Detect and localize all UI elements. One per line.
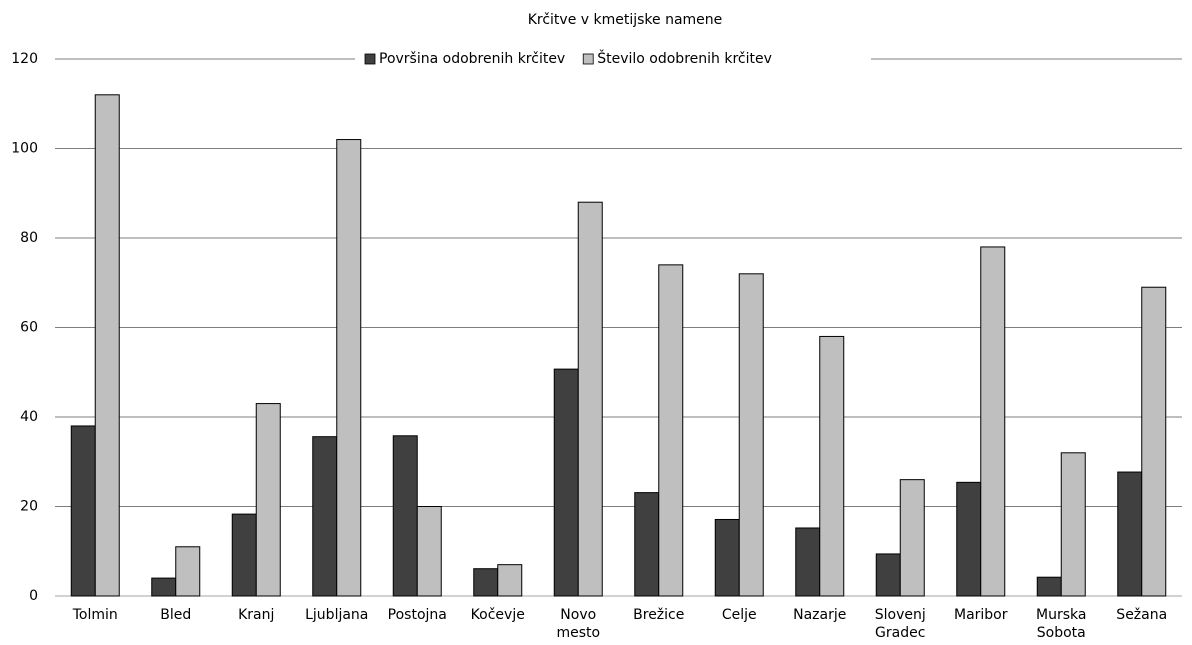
x-tick-label: Postojna <box>387 607 447 623</box>
x-tick-label: Brežice <box>633 607 685 623</box>
y-tick-label: 60 <box>20 320 38 336</box>
bar <box>658 264 684 597</box>
x-tick-label: Sežana <box>1116 607 1168 623</box>
x-tick-label: Murska Sobota <box>1036 607 1087 641</box>
bar <box>795 527 821 597</box>
bar <box>416 506 442 597</box>
y-tick-label: 0 <box>29 588 38 604</box>
bar <box>634 492 660 597</box>
bar <box>875 553 901 597</box>
y-tick-label: 80 <box>20 230 38 246</box>
y-tick-label: 100 <box>11 141 38 157</box>
x-tick-label: Slovenj Gradec <box>874 607 926 641</box>
chart-title: Krčitve v kmetijske namene <box>528 12 723 28</box>
x-tick-label: Celje <box>721 607 757 623</box>
bar <box>1060 452 1086 597</box>
bar <box>899 479 925 597</box>
legend-label: Površina odobrenih krčitev <box>379 51 565 67</box>
x-tick-label: Novo mesto <box>556 607 601 641</box>
y-tick-label: 120 <box>11 51 38 67</box>
bar <box>956 481 982 597</box>
x-tick-label: Maribor <box>953 607 1008 623</box>
bar <box>231 513 257 597</box>
bar <box>312 436 338 597</box>
bar <box>473 568 499 597</box>
x-tick-label: Kranj <box>238 607 275 623</box>
bar <box>392 435 418 597</box>
bar <box>738 273 764 597</box>
x-tick-label: Bled <box>160 607 192 623</box>
bar <box>1117 471 1143 597</box>
bar <box>255 403 281 597</box>
bar <box>497 564 523 597</box>
bar <box>94 94 120 597</box>
bar <box>175 546 201 597</box>
x-tick-label: Kočevje <box>470 607 525 623</box>
bar <box>980 246 1006 597</box>
x-tick-label: Ljubljana <box>305 607 369 623</box>
x-tick-label: Tolmin <box>72 607 118 623</box>
bar <box>553 368 579 597</box>
bar <box>1141 286 1167 597</box>
y-tick-label: 40 <box>20 409 38 425</box>
legend-swatch <box>582 53 594 65</box>
legend-label: Število odobrenih krčitev <box>597 49 772 67</box>
legend-swatch <box>364 53 376 65</box>
y-tick-label: 20 <box>20 499 38 515</box>
bar <box>714 518 740 597</box>
bar <box>336 139 362 597</box>
x-tick-label: Nazarje <box>793 607 847 623</box>
bar <box>1036 576 1062 597</box>
bar <box>577 201 603 597</box>
bar <box>819 335 845 597</box>
legend-background <box>355 47 871 71</box>
bar <box>151 577 177 597</box>
bar <box>70 425 96 597</box>
